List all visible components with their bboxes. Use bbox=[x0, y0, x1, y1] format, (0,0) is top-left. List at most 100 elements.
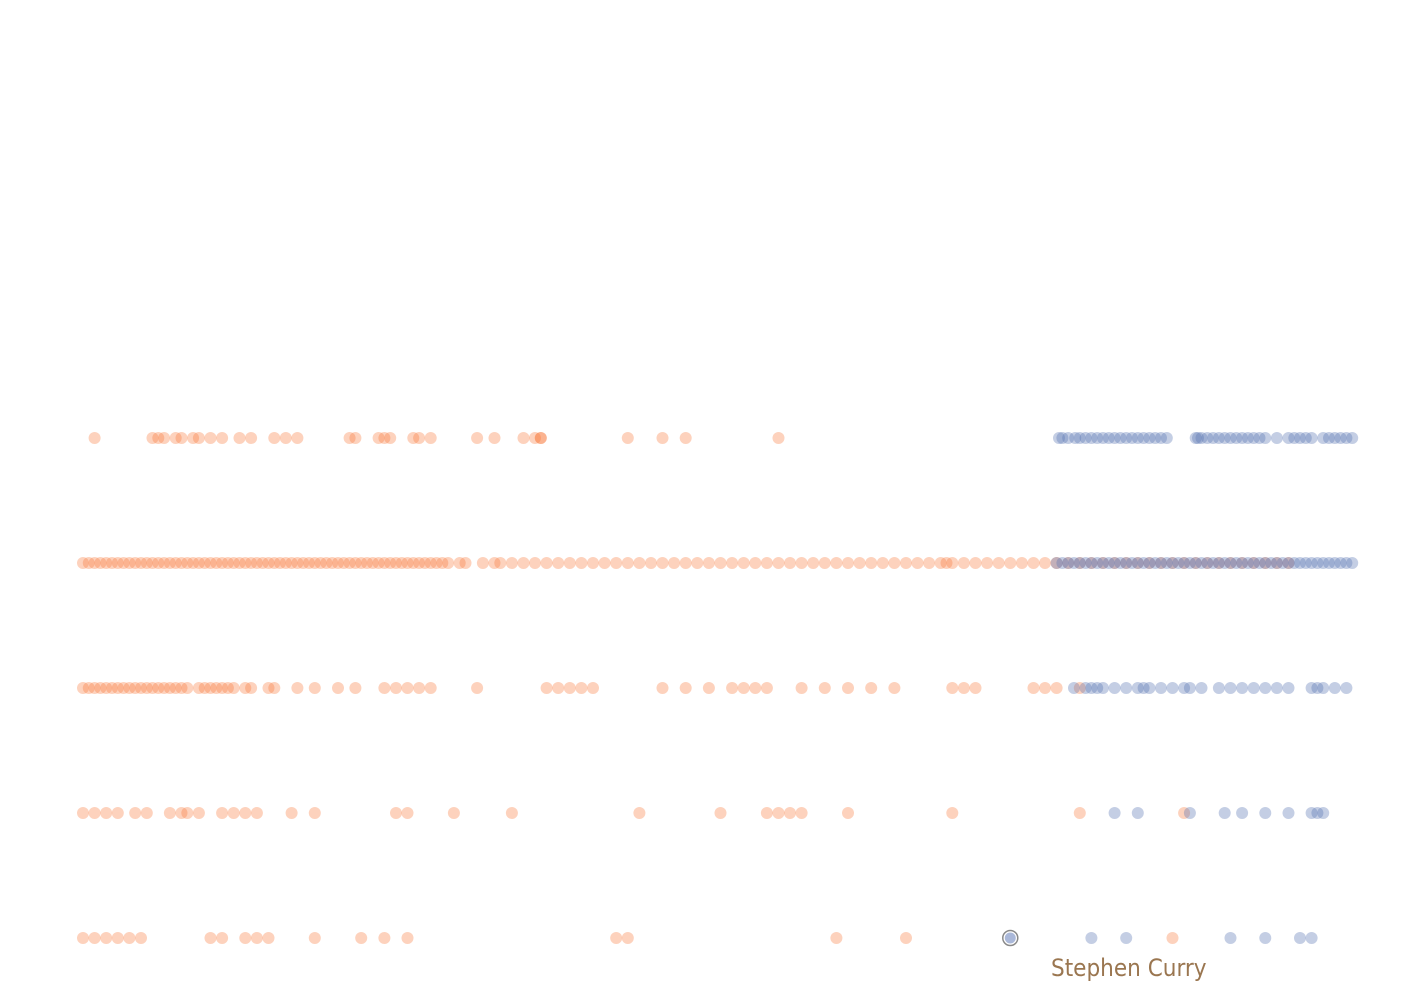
orange-dot[interactable] bbox=[946, 807, 959, 819]
blue-dot[interactable] bbox=[1126, 557, 1138, 569]
orange-dot[interactable] bbox=[1085, 557, 1098, 569]
orange-dot[interactable] bbox=[471, 682, 484, 694]
blue-dot[interactable] bbox=[1131, 807, 1144, 819]
blue-dot[interactable] bbox=[1166, 557, 1179, 569]
orange-dot[interactable] bbox=[529, 557, 541, 569]
orange-dot[interactable] bbox=[1131, 557, 1144, 569]
orange-dot[interactable] bbox=[210, 682, 223, 694]
blue-dot[interactable] bbox=[1073, 432, 1086, 444]
blue-dot[interactable] bbox=[1236, 557, 1249, 569]
orange-dot[interactable] bbox=[163, 682, 176, 694]
blue-dot[interactable] bbox=[1149, 557, 1162, 569]
orange-dot[interactable] bbox=[656, 682, 669, 694]
blue-dot[interactable] bbox=[1317, 557, 1330, 569]
blue-dot[interactable] bbox=[1305, 807, 1318, 819]
blue-dot[interactable] bbox=[1317, 807, 1330, 819]
blue-dot[interactable] bbox=[1056, 432, 1069, 444]
orange-dot[interactable] bbox=[969, 682, 982, 694]
blue-dot[interactable] bbox=[1137, 682, 1150, 694]
blue-dot[interactable] bbox=[1195, 432, 1208, 444]
orange-dot[interactable] bbox=[100, 807, 113, 819]
blue-dot[interactable] bbox=[1085, 932, 1098, 944]
orange-dot[interactable] bbox=[784, 807, 796, 819]
blue-dot[interactable] bbox=[1079, 432, 1092, 444]
blue-dot[interactable] bbox=[1149, 432, 1162, 444]
blue-dot[interactable] bbox=[1073, 557, 1086, 569]
blue-dot[interactable] bbox=[1259, 432, 1272, 444]
blue-dot[interactable] bbox=[1259, 682, 1272, 694]
blue-dot[interactable] bbox=[1323, 557, 1335, 569]
blue-dot[interactable] bbox=[1340, 557, 1353, 569]
orange-dot[interactable] bbox=[129, 807, 142, 819]
orange-dot[interactable] bbox=[192, 682, 205, 694]
orange-dot[interactable] bbox=[575, 557, 588, 569]
orange-dot[interactable] bbox=[169, 682, 182, 694]
orange-dot[interactable] bbox=[152, 557, 165, 569]
orange-dot[interactable] bbox=[343, 432, 356, 444]
blue-dot[interactable] bbox=[1259, 557, 1272, 569]
orange-dot[interactable] bbox=[163, 557, 176, 569]
orange-dot[interactable] bbox=[610, 932, 623, 944]
blue-dot[interactable] bbox=[1195, 682, 1208, 694]
orange-dot[interactable] bbox=[842, 807, 854, 819]
blue-dot[interactable] bbox=[1305, 557, 1318, 569]
orange-dot[interactable] bbox=[343, 557, 356, 569]
orange-dot[interactable] bbox=[390, 807, 402, 819]
orange-dot[interactable] bbox=[401, 807, 414, 819]
orange-dot[interactable] bbox=[204, 932, 217, 944]
orange-dot[interactable] bbox=[540, 557, 553, 569]
blue-dot[interactable] bbox=[1160, 432, 1173, 444]
orange-dot[interactable] bbox=[192, 557, 205, 569]
orange-dot[interactable] bbox=[726, 682, 739, 694]
blue-dot[interactable] bbox=[1091, 432, 1104, 444]
blue-dot[interactable] bbox=[1247, 682, 1260, 694]
blue-dot[interactable] bbox=[1334, 432, 1347, 444]
blue-dot[interactable] bbox=[1062, 557, 1075, 569]
orange-dot[interactable] bbox=[82, 682, 95, 694]
orange-dot[interactable] bbox=[407, 432, 420, 444]
orange-dot[interactable] bbox=[221, 682, 234, 694]
orange-dot[interactable] bbox=[227, 557, 240, 569]
orange-dot[interactable] bbox=[1120, 557, 1133, 569]
blue-dot[interactable] bbox=[1346, 557, 1359, 569]
blue-dot[interactable] bbox=[1120, 932, 1133, 944]
orange-dot[interactable] bbox=[221, 557, 234, 569]
orange-dot[interactable] bbox=[453, 557, 466, 569]
orange-dot[interactable] bbox=[517, 557, 530, 569]
orange-dot[interactable] bbox=[256, 557, 269, 569]
blue-dot[interactable] bbox=[1270, 432, 1283, 444]
orange-dot[interactable] bbox=[957, 557, 970, 569]
orange-dot[interactable] bbox=[737, 682, 750, 694]
orange-dot[interactable] bbox=[505, 557, 518, 569]
blue-dot[interactable] bbox=[1230, 432, 1243, 444]
orange-dot[interactable] bbox=[291, 682, 304, 694]
orange-dot[interactable] bbox=[1050, 682, 1063, 694]
orange-dot[interactable] bbox=[88, 557, 101, 569]
blue-dot[interactable] bbox=[1328, 557, 1341, 569]
orange-dot[interactable] bbox=[77, 807, 89, 819]
orange-dot[interactable] bbox=[1224, 557, 1237, 569]
blue-dot[interactable] bbox=[1207, 557, 1220, 569]
orange-dot[interactable] bbox=[314, 557, 327, 569]
blue-dot[interactable] bbox=[1224, 557, 1237, 569]
blue-dot[interactable] bbox=[1236, 432, 1249, 444]
blue-dot[interactable] bbox=[1069, 432, 1082, 444]
orange-dot[interactable] bbox=[587, 682, 599, 694]
blue-dot[interactable] bbox=[1218, 432, 1231, 444]
orange-dot[interactable] bbox=[117, 682, 130, 694]
orange-dot[interactable] bbox=[378, 557, 391, 569]
orange-dot[interactable] bbox=[418, 557, 431, 569]
blue-dot[interactable] bbox=[1218, 807, 1231, 819]
orange-dot[interactable] bbox=[106, 682, 118, 694]
orange-dot[interactable] bbox=[140, 682, 153, 694]
orange-dot[interactable] bbox=[192, 807, 205, 819]
orange-dot[interactable] bbox=[152, 682, 165, 694]
orange-dot[interactable] bbox=[303, 557, 315, 569]
orange-dot[interactable] bbox=[245, 682, 258, 694]
orange-dot[interactable] bbox=[349, 682, 362, 694]
blue-dot[interactable] bbox=[1079, 682, 1092, 694]
orange-dot[interactable] bbox=[82, 557, 95, 569]
orange-dot[interactable] bbox=[181, 807, 194, 819]
orange-dot[interactable] bbox=[204, 682, 217, 694]
orange-dot[interactable] bbox=[361, 557, 373, 569]
